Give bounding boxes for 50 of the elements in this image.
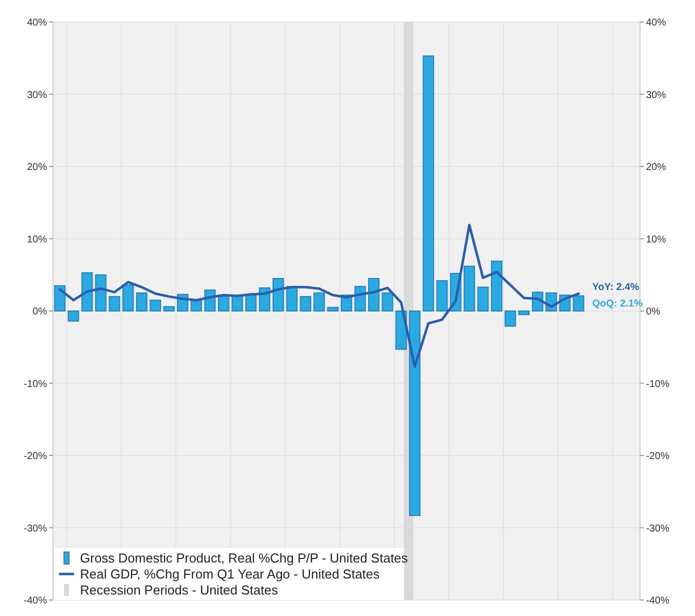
y2-tick-label: -20% <box>646 451 670 462</box>
bar <box>382 292 394 312</box>
y-tick-label: -20% <box>24 451 48 462</box>
bar <box>464 266 476 312</box>
legend-label: Gross Domestic Product, Real %Chg P/P - United States <box>80 550 408 566</box>
bar <box>300 296 312 312</box>
y2-tick-label: -30% <box>646 523 670 534</box>
bar <box>95 274 106 312</box>
bar <box>477 286 489 312</box>
bar <box>327 306 339 312</box>
legend-label: Real GDP, %Chg From Q1 Year Ago - United States <box>80 566 380 582</box>
bar <box>163 306 175 312</box>
bar <box>572 295 584 312</box>
bar <box>422 55 434 312</box>
bar <box>286 286 298 312</box>
bar <box>68 310 80 322</box>
bar <box>518 310 530 316</box>
bar <box>272 278 284 312</box>
bar <box>490 260 502 312</box>
y-tick-label: 20% <box>26 162 48 173</box>
text: YoY: 2.4% <box>592 282 640 294</box>
y2-tick-label: 30% <box>646 90 666 101</box>
y2-tick-label: 10% <box>646 234 666 246</box>
bar <box>314 292 325 312</box>
bar <box>368 278 380 312</box>
bar <box>436 280 448 312</box>
y2-tick-label: 40% <box>646 18 666 28</box>
bar <box>136 292 148 312</box>
bar <box>190 300 202 312</box>
line-series <box>58 224 580 368</box>
y2-tick-label: -10% <box>646 378 670 390</box>
y-tick-label: 10% <box>26 234 48 246</box>
bar <box>108 296 120 312</box>
bar <box>54 285 66 312</box>
bar <box>150 300 162 312</box>
y-tick-label: -40% <box>24 596 48 606</box>
y2-tick-label: 0% <box>646 306 661 318</box>
y-tick-label: -10% <box>24 378 48 390</box>
y2-tick-label: 20% <box>646 162 666 173</box>
y-tick-label: 30% <box>26 90 48 101</box>
y-tick-label: -30% <box>24 523 48 534</box>
annotation: Recession Periods - United States <box>80 582 278 598</box>
y-tick-label: 40% <box>26 18 48 28</box>
text: QoQ: 2.1% <box>592 298 643 310</box>
bar <box>504 310 516 327</box>
bar <box>354 286 366 312</box>
y-tick-label: 0% <box>32 306 48 318</box>
y2-tick-label: -40% <box>646 596 670 606</box>
bar <box>81 272 93 312</box>
bar <box>122 284 134 312</box>
